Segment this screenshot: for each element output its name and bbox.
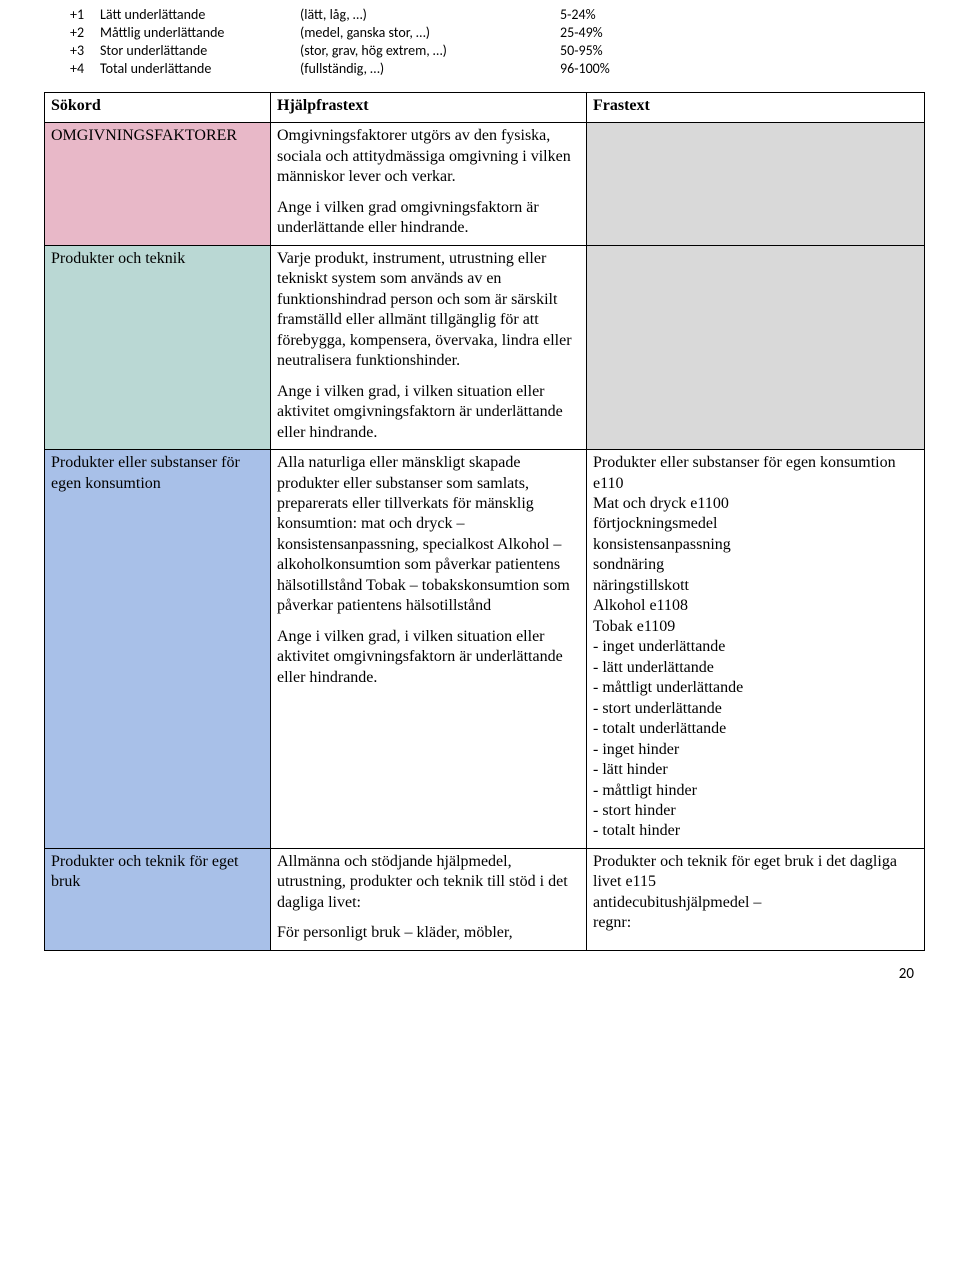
top-scale-cell: Total underlättande	[100, 60, 300, 78]
header-row: Sökord Hjälpfrastext Frastext	[45, 93, 925, 123]
table-row: Produkter och teknikVarje produkt, instr…	[45, 245, 925, 449]
frastext-line: - måttligt hinder	[593, 781, 918, 801]
paragraph: Alla naturliga eller mänskligt skapade p…	[277, 453, 580, 617]
frastext-line: - totalt hinder	[593, 821, 918, 841]
top-scale-cell: +1	[70, 6, 100, 24]
frastext-line: konsistensanpassning	[593, 535, 918, 555]
frastext-line: förtjockningsmedel	[593, 514, 918, 534]
frastext-line: - måttligt underlättande	[593, 678, 918, 698]
frastext-line: - stort hinder	[593, 801, 918, 821]
top-scale-cell: 5-24%	[560, 6, 650, 24]
top-scale-cell: 96-100%	[560, 60, 650, 78]
top-scale-cell: Måttlig underlättande	[100, 24, 300, 42]
cell-frastext	[587, 123, 925, 245]
top-scale-cell: +2	[70, 24, 100, 42]
top-scale-cell: 25-49%	[560, 24, 650, 42]
header-hjalpfrastext: Hjälpfrastext	[271, 93, 587, 123]
frastext-line: - totalt underlättande	[593, 719, 918, 739]
cell-sokord: Produkter och teknik för eget bruk	[45, 848, 271, 950]
frastext-line: Produkter eller substanser för egen kons…	[593, 453, 918, 494]
cell-hjalpfrastext: Varje produkt, instrument, utrustning el…	[271, 245, 587, 449]
frastext-line: - stort underlättande	[593, 699, 918, 719]
cell-sokord: OMGIVNINGSFAKTORER	[45, 123, 271, 245]
frastext-line: regnr:	[593, 913, 918, 933]
frastext-line: - lätt hinder	[593, 760, 918, 780]
cell-hjalpfrastext: Omgivningsfaktorer utgörs av den fysiska…	[271, 123, 587, 245]
top-scale-cell: Lätt underlättande	[100, 6, 300, 24]
top-scale-cell: (stor, grav, hög extrem, …)	[300, 42, 560, 60]
top-scale-row: +1Lätt underlättande(lätt, låg, …)5-24%	[70, 6, 650, 24]
frastext-line: antidecubitushjälpmedel –	[593, 893, 918, 913]
header-sokord: Sökord	[45, 93, 271, 123]
frastext-line: sondnäring	[593, 555, 918, 575]
cell-sokord: Produkter och teknik	[45, 245, 271, 449]
frastext-line: Mat och dryck e1100	[593, 494, 918, 514]
top-scale-cell: (lätt, låg, …)	[300, 6, 560, 24]
top-scale-row: +2Måttlig underlättande(medel, ganska st…	[70, 24, 650, 42]
top-scale-cell: 50-95%	[560, 42, 650, 60]
table-row: OMGIVNINGSFAKTOREROmgivningsfaktorer utg…	[45, 123, 925, 245]
paragraph: För personligt bruk – kläder, möbler,	[277, 923, 580, 943]
paragraph: Omgivningsfaktorer utgörs av den fysiska…	[277, 126, 580, 187]
paragraph: Allmänna och stödjande hjälpmedel, utrus…	[277, 852, 580, 913]
top-scale-row: +3Stor underlättande(stor, grav, hög ext…	[70, 42, 650, 60]
page-number: 20	[0, 965, 914, 983]
top-scale-cell: (medel, ganska stor, …)	[300, 24, 560, 42]
frastext-line: Alkohol e1108	[593, 596, 918, 616]
cell-frastext: Produkter och teknik för eget bruk i det…	[587, 848, 925, 950]
top-scale-cell: (fullständig, …)	[300, 60, 560, 78]
table-row: Produkter eller substanser för egen kons…	[45, 450, 925, 849]
frastext-line: näringstillskott	[593, 576, 918, 596]
frastext-line: Tobak e1109	[593, 617, 918, 637]
cell-hjalpfrastext: Allmänna och stödjande hjälpmedel, utrus…	[271, 848, 587, 950]
main-table: Sökord Hjälpfrastext Frastext OMGIVNINGS…	[44, 92, 925, 951]
top-scale-cell: +3	[70, 42, 100, 60]
cell-sokord: Produkter eller substanser för egen kons…	[45, 450, 271, 849]
table-row: Produkter och teknik för eget brukAllmän…	[45, 848, 925, 950]
paragraph: Varje produkt, instrument, utrustning el…	[277, 249, 580, 372]
frastext-line: - inget hinder	[593, 740, 918, 760]
cell-frastext	[587, 245, 925, 449]
frastext-line: - inget underlättande	[593, 637, 918, 657]
top-scale-row: +4Total underlättande(fullständig, …)96-…	[70, 60, 650, 78]
frastext-line: - lätt underlättande	[593, 658, 918, 678]
frastext-line: Produkter och teknik för eget bruk i det…	[593, 852, 918, 893]
top-scale-table: +1Lätt underlättande(lätt, låg, …)5-24%+…	[70, 6, 650, 78]
paragraph: Ange i vilken grad, i vilken situation e…	[277, 627, 580, 688]
top-scale-cell: +4	[70, 60, 100, 78]
top-scale-cell: Stor underlättande	[100, 42, 300, 60]
paragraph: Ange i vilken grad, i vilken situation e…	[277, 382, 580, 443]
paragraph: Ange i vilken grad omgivningsfaktorn är …	[277, 198, 580, 239]
cell-frastext: Produkter eller substanser för egen kons…	[587, 450, 925, 849]
header-frastext: Frastext	[587, 93, 925, 123]
cell-hjalpfrastext: Alla naturliga eller mänskligt skapade p…	[271, 450, 587, 849]
